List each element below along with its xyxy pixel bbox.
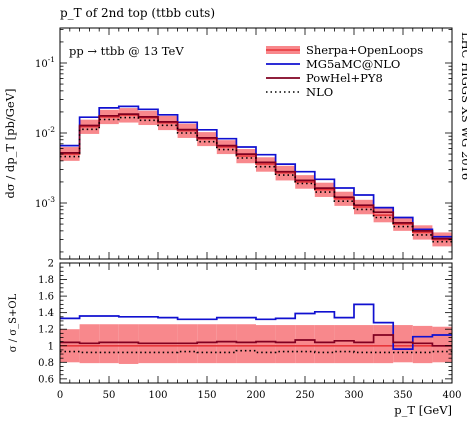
legend-label-mg5amc: MG5aMC@NLO xyxy=(306,57,400,71)
top-y-tick-labels: 10-1 10-2 10-3 xyxy=(35,55,55,210)
ratio-y-tick-label: 1 xyxy=(48,341,54,352)
ratio-band-bin xyxy=(432,326,452,363)
top-y-tick-label: 10-2 xyxy=(35,125,55,140)
ratio-band-bin xyxy=(256,325,276,364)
x-tick-label: 100 xyxy=(148,390,167,401)
ratio-series-lines xyxy=(60,303,452,354)
top-uncertainty-bands xyxy=(60,108,452,247)
ratio-y-tick-label: 0.6 xyxy=(38,374,54,385)
ratio-band-bin xyxy=(412,325,433,364)
ratio-y-tick-label: 1.8 xyxy=(38,275,54,286)
ratio-y-axis-label: σ / σ_S+OL xyxy=(8,293,19,352)
ratio-band-bin xyxy=(118,324,139,364)
top-series-powhel-py8 xyxy=(60,113,452,240)
top-series-mg5amc-nlo xyxy=(60,105,452,238)
top-series-lines xyxy=(60,105,452,243)
top-y-axis-label: dσ / dp_T [pb/GeV] xyxy=(3,88,17,198)
legend-label-nlo: NLO xyxy=(306,85,333,99)
chart-title: p_T of 2nd top (ttbb cuts) xyxy=(60,6,215,20)
ratio-y-tick-label: 0.8 xyxy=(38,358,54,369)
ratio-band-bin xyxy=(314,325,335,364)
x-tick-label: 50 xyxy=(103,390,116,401)
x-tick-label: 350 xyxy=(393,390,412,401)
ratio-y-tick-label: 2 xyxy=(48,259,54,270)
ratio-band-bin xyxy=(197,324,217,364)
ratio-band-bin xyxy=(373,325,394,364)
ratio-band-bin xyxy=(295,325,315,364)
ratio-series-powhel-py8 xyxy=(60,334,452,347)
ratio-uncertainty-bands xyxy=(60,324,452,364)
ratio-band-bin xyxy=(275,325,296,364)
x-tick-label: 200 xyxy=(246,390,265,401)
ratio-band-bin xyxy=(236,324,256,364)
ratio-band-bin xyxy=(99,324,119,364)
ratio-band-bin xyxy=(334,325,354,364)
ratio-y-tick-label: 1.6 xyxy=(38,292,54,303)
x-axis-label: p_T [GeV] xyxy=(394,403,452,417)
x-tick-labels: 0 50 100 150 200 250 300 350 400 xyxy=(57,390,462,401)
x-tick-label: 250 xyxy=(295,390,314,401)
top-y-tick-label: 10-3 xyxy=(35,195,55,210)
ratio-band-bin xyxy=(354,325,374,364)
ratio-y-tick-labels: 0.6 0.8 1 1.2 1.4 1.6 1.8 2 xyxy=(38,259,54,386)
ratio-band-bin xyxy=(393,325,413,363)
x-tick-label: 150 xyxy=(197,390,216,401)
ratio-y-tick-label: 1.2 xyxy=(38,325,54,336)
ratio-y-tick-label: 1.4 xyxy=(38,308,54,319)
top-y-tick-label: 10-1 xyxy=(35,55,55,70)
side-label: LHC HIGGS XS WG 2016 xyxy=(459,32,467,180)
legend-label-sherpa-openloops: Sherpa+OpenLoops xyxy=(306,43,423,57)
legend-label-powhel: PowHel+PY8 xyxy=(306,71,383,85)
ratio-band-bin xyxy=(216,324,237,364)
legend: Sherpa+OpenLoops MG5aMC@NLO PowHel+PY8 N… xyxy=(266,43,423,99)
x-tick-label: 0 xyxy=(57,390,63,401)
x-tick-label: 400 xyxy=(442,390,461,401)
x-tick-label: 300 xyxy=(344,390,363,401)
top-series-nlo xyxy=(60,116,452,243)
axes xyxy=(59,27,453,384)
ratio-series-mg5amc-nlo xyxy=(60,303,452,350)
process-label: pp → ttbb @ 13 TeV xyxy=(69,44,184,58)
